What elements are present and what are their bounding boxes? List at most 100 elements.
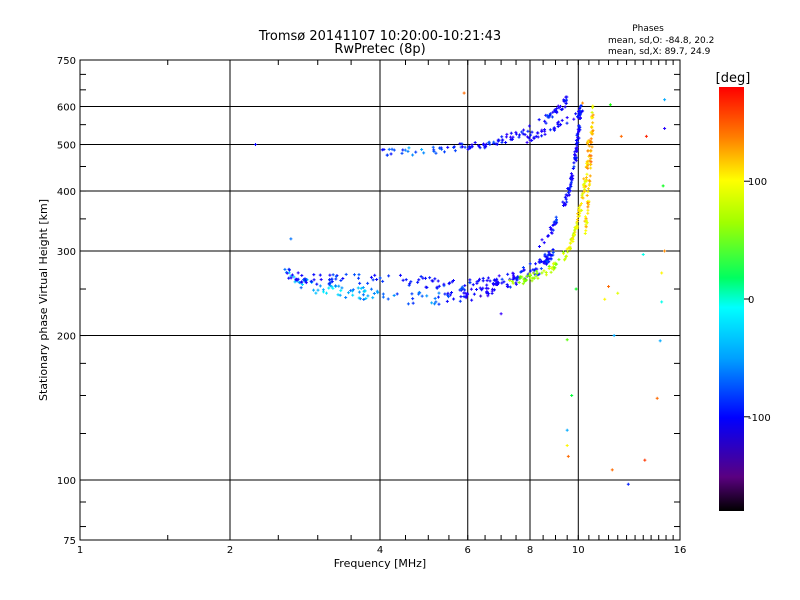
data-point bbox=[462, 145, 464, 149]
data-point bbox=[571, 394, 573, 398]
colorbar-tick-label: 0 bbox=[748, 295, 754, 306]
data-point bbox=[454, 149, 456, 153]
data-point bbox=[536, 269, 538, 273]
data-point bbox=[352, 293, 354, 297]
data-point bbox=[446, 299, 448, 303]
data-point bbox=[579, 210, 581, 214]
data-point bbox=[566, 247, 568, 251]
data-point bbox=[645, 134, 647, 138]
data-point bbox=[521, 275, 523, 279]
data-point bbox=[611, 468, 613, 472]
data-point bbox=[497, 282, 499, 286]
data-point bbox=[586, 160, 588, 164]
data-point bbox=[367, 294, 369, 298]
data-point bbox=[570, 182, 572, 186]
data-point bbox=[548, 257, 550, 261]
data-point bbox=[365, 297, 367, 301]
data-point bbox=[512, 272, 514, 276]
data-point bbox=[393, 293, 395, 297]
data-point bbox=[529, 262, 531, 266]
data-point bbox=[515, 282, 517, 286]
data-point bbox=[590, 137, 592, 141]
data-point bbox=[529, 269, 531, 273]
data-point bbox=[521, 130, 523, 134]
data-point bbox=[503, 280, 505, 284]
data-point bbox=[317, 288, 319, 292]
data-point bbox=[576, 220, 578, 224]
data-point bbox=[548, 250, 550, 254]
data-point bbox=[564, 203, 566, 207]
data-point bbox=[579, 208, 581, 212]
data-point bbox=[578, 206, 580, 210]
data-point bbox=[340, 279, 342, 283]
data-point bbox=[429, 276, 431, 280]
data-point bbox=[486, 290, 488, 294]
data-point bbox=[545, 270, 547, 274]
data-point bbox=[581, 208, 583, 212]
data-point bbox=[591, 116, 593, 120]
data-point bbox=[551, 253, 553, 257]
data-point bbox=[315, 291, 317, 295]
data-point bbox=[553, 266, 555, 270]
data-point bbox=[579, 116, 581, 120]
data-point bbox=[543, 241, 545, 245]
data-point bbox=[437, 295, 439, 299]
data-points bbox=[253, 91, 667, 486]
data-point bbox=[585, 178, 587, 182]
y-tick-labels: 75 100 200 300 400 500 600 750 bbox=[57, 56, 76, 547]
data-point bbox=[320, 278, 322, 282]
data-point bbox=[453, 146, 455, 150]
data-point bbox=[585, 223, 587, 227]
data-point bbox=[501, 138, 503, 142]
data-point bbox=[577, 132, 579, 136]
data-point bbox=[336, 274, 338, 278]
data-point bbox=[299, 281, 301, 285]
data-point bbox=[305, 281, 307, 285]
data-point bbox=[451, 291, 453, 295]
data-point bbox=[550, 270, 552, 274]
data-point bbox=[530, 274, 532, 278]
data-point bbox=[303, 278, 305, 282]
data-point bbox=[418, 292, 420, 296]
data-point bbox=[557, 121, 559, 125]
data-point bbox=[535, 274, 537, 278]
data-point bbox=[407, 302, 409, 306]
data-point bbox=[588, 183, 590, 187]
data-point bbox=[565, 193, 567, 197]
data-point bbox=[579, 113, 581, 117]
data-point bbox=[459, 288, 461, 292]
data-point bbox=[438, 284, 440, 288]
data-point bbox=[545, 262, 547, 266]
data-point bbox=[390, 152, 392, 156]
data-point bbox=[559, 104, 561, 108]
y-tick-label: 600 bbox=[57, 103, 76, 114]
data-point bbox=[438, 291, 440, 295]
data-point bbox=[664, 249, 666, 253]
x-tick-label: 6 bbox=[465, 545, 471, 556]
data-point bbox=[566, 200, 568, 204]
data-point bbox=[480, 294, 482, 298]
data-point bbox=[383, 148, 385, 152]
data-point bbox=[533, 271, 535, 275]
y-tick-label: 500 bbox=[57, 141, 76, 152]
data-point bbox=[529, 276, 531, 280]
data-point bbox=[586, 161, 588, 165]
data-point bbox=[507, 272, 509, 276]
data-point bbox=[322, 290, 324, 294]
data-point bbox=[526, 278, 528, 282]
data-point bbox=[319, 284, 321, 288]
data-point bbox=[541, 259, 543, 263]
data-point bbox=[386, 153, 388, 157]
data-point bbox=[448, 281, 450, 285]
data-point bbox=[581, 193, 583, 197]
data-point bbox=[409, 282, 411, 286]
data-point bbox=[501, 277, 503, 281]
data-point bbox=[358, 290, 360, 294]
data-point bbox=[461, 142, 463, 146]
data-point bbox=[501, 140, 503, 144]
data-point bbox=[402, 278, 404, 282]
data-point bbox=[590, 166, 592, 170]
data-point bbox=[544, 129, 546, 133]
data-point bbox=[522, 282, 524, 286]
data-point bbox=[305, 279, 307, 283]
